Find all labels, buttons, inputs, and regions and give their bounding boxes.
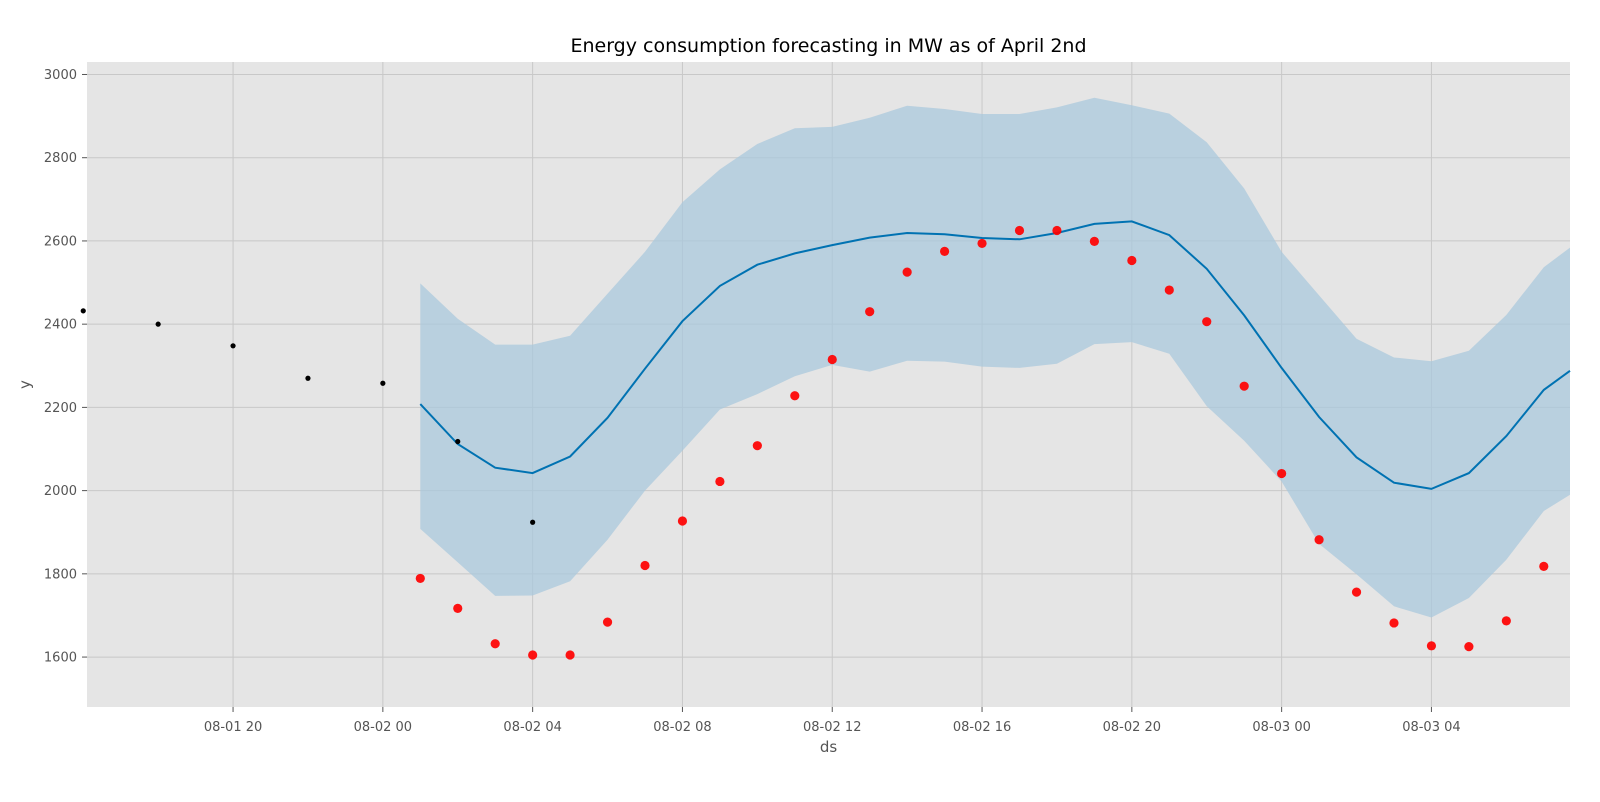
history-point [155, 321, 161, 327]
history-point [80, 308, 86, 314]
actual-point [602, 617, 613, 627]
actual-point [1089, 236, 1099, 246]
y-axis-ticks: 1600 1800 2000 2200 2400 2600 2800 3000 [44, 68, 87, 666]
history-point [305, 375, 311, 381]
actual-point [490, 639, 500, 649]
actual-point [827, 354, 837, 365]
x-tick-label: 08-01 20 [204, 720, 262, 735]
actual-point [1426, 641, 1437, 651]
actual-point [1464, 642, 1474, 652]
x-axis-ticks: 08-01 20 08-02 00 08-02 04 08-02 08 08-02 12… [204, 707, 1461, 735]
actual-point [1314, 535, 1324, 545]
actual-point [1127, 255, 1137, 266]
actual-point [1389, 618, 1399, 628]
x-tick-label: 08-02 20 [1103, 720, 1161, 735]
uncertainty-band [420, 97, 1570, 618]
history-point [230, 343, 236, 349]
actual-point [565, 650, 575, 660]
actual-point [939, 246, 950, 256]
history-point [380, 380, 386, 386]
actual-point [977, 238, 987, 249]
x-tick-label: 08-03 00 [1252, 720, 1310, 735]
actual-point [752, 441, 762, 451]
history-point [455, 438, 461, 445]
y-tick-label: 1800 [44, 567, 77, 582]
actual-point [1277, 468, 1287, 479]
history-point [530, 519, 536, 525]
y-tick-label: 2800 [44, 151, 77, 166]
actual-points [415, 225, 1549, 660]
y-tick-label: 2000 [44, 484, 77, 499]
actual-point [715, 476, 725, 487]
x-tick-label: 08-03 04 [1402, 720, 1460, 735]
actual-point [1202, 317, 1212, 327]
actual-point [677, 516, 688, 526]
actual-point [1501, 616, 1511, 626]
actual-point [1351, 587, 1362, 597]
x-tick-label: 08-02 08 [653, 720, 711, 735]
y-tick-label: 1600 [44, 651, 77, 666]
y-tick-label: 2200 [44, 401, 77, 416]
x-tick-label: 08-02 16 [953, 720, 1011, 735]
actual-point [1014, 225, 1025, 236]
actual-point [1052, 225, 1062, 236]
actual-point [1164, 285, 1174, 295]
actual-point [1239, 381, 1249, 391]
y-tick-label: 2600 [44, 234, 77, 249]
actual-point [1539, 561, 1549, 571]
x-tick-label: 08-02 12 [803, 720, 861, 735]
actual-point [790, 391, 800, 401]
y-axis-label: y [16, 380, 34, 389]
x-axis-label: ds [820, 738, 838, 756]
y-tick-label: 3000 [44, 68, 77, 83]
chart-title: Energy consumption forecasting in MW as … [570, 35, 1086, 57]
forecast-line [419, 220, 1571, 490]
actual-point [640, 560, 650, 571]
actual-point [865, 307, 875, 317]
x-tick-label: 08-02 00 [354, 720, 412, 735]
history-points [80, 308, 536, 525]
actual-point [415, 573, 425, 584]
actual-point [902, 267, 912, 277]
actual-point [528, 650, 538, 660]
x-tick-label: 08-02 04 [503, 720, 561, 735]
y-tick-label: 2400 [44, 318, 77, 333]
actual-point [453, 603, 463, 613]
